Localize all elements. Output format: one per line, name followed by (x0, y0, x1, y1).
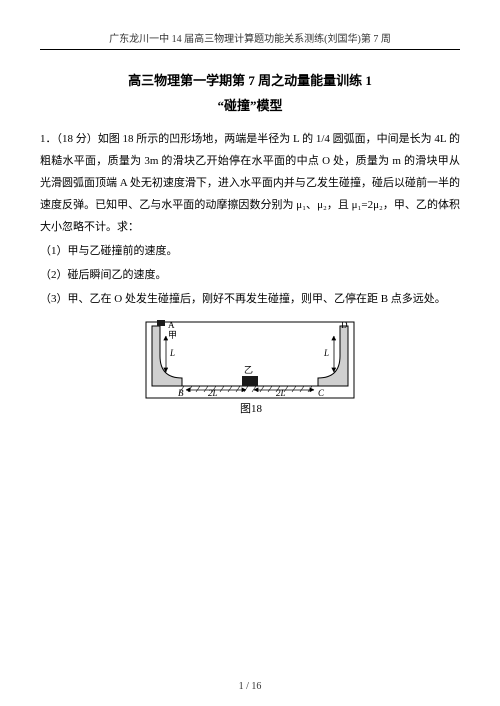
label-L-right: L (323, 348, 329, 358)
block-yi (242, 376, 258, 386)
label-C: C (318, 388, 325, 398)
problem-body: 1．（18 分）如图 18 所示的凹形场地，两端是半径为 L 的 1/4 圆弧面… (40, 128, 460, 310)
title-line-2: “碰撞”模型 (40, 95, 460, 114)
label-L-left: L (169, 348, 175, 358)
figure-caption: 图18 (240, 402, 262, 415)
problem-q3: （3）甲、乙在 O 处发生碰撞后，刚好不再发生碰撞，则甲、乙停在距 B 点多远处… (40, 288, 460, 310)
label-yi: 乙 (244, 365, 253, 375)
label-2L-right: 2L (276, 388, 286, 398)
figure-18: A D B C 乙 甲 L L 2L 2L 图18 (40, 316, 460, 431)
problem-q1: （1）甲与乙碰撞前的速度。 (40, 240, 460, 262)
block-jia (157, 320, 165, 326)
problem-q2: （2）碰后瞬间乙的速度。 (40, 264, 460, 286)
problem-lead: 1．（18 分）如图 18 所示的凹形场地，两端是半径为 L 的 1/4 圆弧面… (40, 128, 460, 238)
label-jia: 甲 (168, 330, 177, 340)
page-footer: 1 / 16 (0, 681, 500, 692)
label-2L-left: 2L (208, 388, 218, 398)
label-D: D (341, 320, 348, 330)
figure-svg: A D B C 乙 甲 L L 2L 2L 图18 (140, 316, 360, 426)
title-line-1: 高三物理第一学期第 7 周之动量能量训练 1 (40, 70, 460, 89)
page-header: 广东龙川一中 14 届高三物理计算题功能关系测练(刘国华)第 7 周 (40, 30, 460, 50)
label-B: B (178, 388, 184, 398)
label-A: A (168, 320, 175, 330)
